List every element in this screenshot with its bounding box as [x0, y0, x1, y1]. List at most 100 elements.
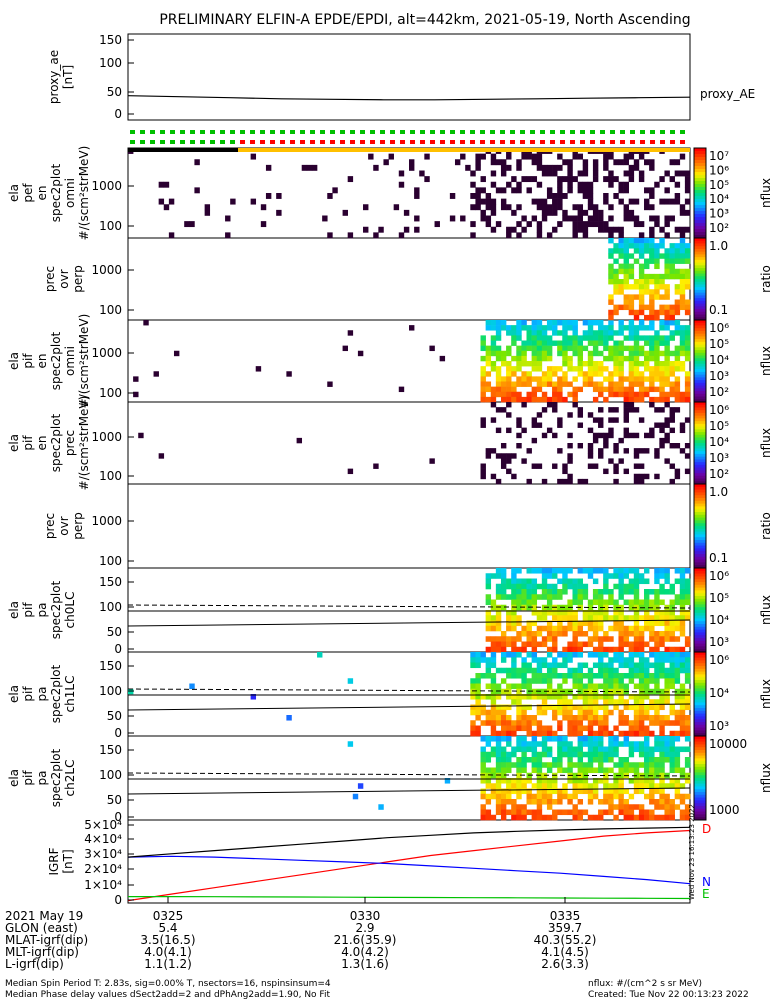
- flag-mark-green: [370, 130, 375, 134]
- spectrogram-cell: [521, 678, 527, 684]
- spectrogram-cell: [669, 814, 675, 821]
- spectrogram-cell: [480, 757, 486, 763]
- spectrogram-cell: [598, 589, 604, 595]
- spectrogram-cell: [603, 376, 609, 382]
- spectrogram-cell: [649, 673, 655, 679]
- spectrogram-cell: [506, 736, 512, 742]
- spectrogram-cell: [536, 783, 543, 789]
- spectrogram-cell: [618, 279, 624, 285]
- spectrogram-cell: [424, 176, 430, 183]
- spectrogram-cell: [536, 330, 543, 336]
- spectrogram-cell: [618, 657, 624, 663]
- spectrogram-cell: [644, 625, 650, 632]
- spectrogram-cell: [582, 376, 589, 382]
- spectrogram-cell: [679, 427, 686, 434]
- spectrogram-cell: [511, 473, 517, 480]
- spectrogram-cell: [480, 788, 486, 795]
- spectrogram-cell: [649, 662, 655, 669]
- spectrogram-cell: [603, 386, 609, 393]
- spectrogram-cell: [536, 788, 543, 795]
- spectrogram-cell: [598, 620, 604, 627]
- colorbar-tick-label: 10⁴: [709, 353, 729, 367]
- spectrogram-cell: [500, 170, 507, 177]
- spectrogram-cell: [363, 204, 369, 211]
- spectrogram-cell: [684, 248, 691, 254]
- spectrogram-cell: [567, 181, 573, 188]
- spectrogram-cell: [649, 720, 655, 726]
- spectrogram-cell: [567, 809, 573, 816]
- spectrogram-cell: [495, 335, 502, 341]
- spectrogram-cell: [470, 232, 476, 239]
- spectrogram-cell: [644, 610, 650, 616]
- spectrogram-cell: [598, 757, 604, 763]
- y-tick-label: 150: [99, 575, 122, 589]
- spectrogram-cell: [536, 335, 543, 341]
- spectrogram-cell: [143, 320, 149, 326]
- spectrogram-cell: [531, 741, 538, 747]
- spectrogram-cell: [521, 427, 527, 434]
- spectrogram-cell: [541, 636, 548, 642]
- spectrogram-cell: [649, 730, 655, 737]
- spectrogram-cell: [480, 396, 486, 403]
- spectrogram-cell: [536, 340, 543, 346]
- flag-mark-top: [550, 140, 555, 144]
- spectrogram-cell: [485, 757, 492, 763]
- spectrogram-cell: [516, 376, 522, 382]
- colorbar-segment: [694, 489, 706, 493]
- x-row-value: 4.1(4.5): [541, 945, 589, 959]
- colorbar-segment: [694, 579, 706, 583]
- spectrogram-cell: [546, 683, 553, 690]
- spectrogram-cell: [633, 662, 640, 669]
- flag-mark-green: [630, 130, 635, 134]
- colorbar-segment: [694, 426, 706, 430]
- spectrogram-cell: [644, 386, 650, 393]
- spectrogram-cell: [618, 662, 624, 669]
- igrf-line-D: [127, 829, 691, 902]
- spectrogram-cell: [644, 757, 650, 763]
- spectrogram-cell: [577, 181, 584, 188]
- spectrogram-cell: [516, 793, 522, 800]
- flag-mark-green: [250, 130, 255, 134]
- spectrogram-cell: [598, 704, 604, 711]
- spectrogram-cell: [536, 720, 543, 726]
- spectrogram-cell: [541, 478, 548, 485]
- spectrogram-cell: [572, 204, 578, 211]
- y-tick-label: 100: [99, 56, 122, 70]
- spectrogram-cell: [669, 330, 675, 336]
- spectrogram-cell: [536, 793, 543, 800]
- panel-frame-proxy_ae: [127, 33, 691, 121]
- spectrogram-cell: [664, 615, 670, 621]
- spectrogram-cell: [644, 578, 650, 585]
- spectrogram-cell: [495, 767, 502, 774]
- spectrogram-cell: [572, 694, 578, 700]
- spectrogram-cell: [618, 391, 624, 398]
- x-row-value: 0335: [550, 909, 581, 923]
- spectrogram-cell: [516, 330, 522, 336]
- y-axis-label-word: perp: [71, 265, 85, 293]
- spectrogram-cell: [664, 289, 670, 295]
- y-tick-label: 100: [99, 303, 122, 317]
- spectrogram-cell: [633, 366, 640, 372]
- spectrogram-cell: [644, 678, 650, 684]
- spectrogram-cell: [577, 350, 584, 357]
- spectrogram-cell: [684, 772, 691, 779]
- flag-mark-top: [360, 140, 365, 144]
- spectrogram-cell: [485, 715, 492, 721]
- spectrogram-cell: [485, 662, 492, 669]
- spectrogram-cell: [536, 741, 543, 747]
- spectrogram-cell: [669, 720, 675, 726]
- flag-mark-green: [560, 130, 565, 134]
- spectrogram-cell: [490, 345, 497, 352]
- spectrogram-cell: [327, 193, 333, 199]
- spectrogram-cell: [613, 443, 619, 449]
- colorbar-segment: [694, 382, 706, 387]
- colorbar-segment: [694, 380, 706, 384]
- spectrogram-cell: [608, 335, 614, 341]
- spectrogram-cell: [322, 215, 328, 222]
- spectrogram-cell: [654, 314, 660, 321]
- spectrogram-cell: [659, 583, 665, 590]
- spectrogram-cell: [679, 284, 686, 290]
- spectrogram-cell: [480, 814, 486, 821]
- spectrogram-cell: [500, 762, 507, 768]
- spectrogram-cell: [669, 427, 675, 434]
